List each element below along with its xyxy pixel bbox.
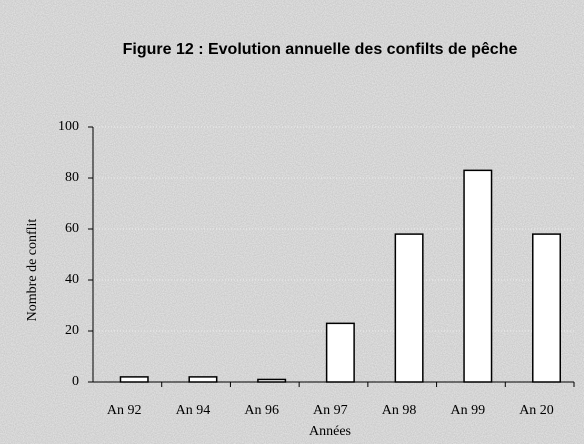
y-axis-label: Nombre de conflit	[25, 219, 40, 322]
x-tick-label: An 97	[313, 403, 348, 418]
x-tick-label: An 20	[519, 403, 554, 418]
bar	[325, 322, 355, 383]
y-tick-label: 60	[65, 221, 79, 236]
x-tick-label: An 99	[450, 403, 485, 418]
y-tick-label: 40	[65, 272, 79, 287]
x-tick-label: An 98	[382, 403, 417, 418]
x-tick-label: An 94	[176, 403, 211, 418]
bar	[119, 376, 149, 383]
bar	[394, 233, 424, 383]
y-tick-label: 80	[65, 170, 79, 185]
y-tick-label: 0	[72, 374, 79, 389]
bar	[532, 233, 562, 383]
y-tick-label: 100	[58, 119, 79, 134]
chart-title: Figure 12 : Evolution annuelle des confi…	[122, 41, 518, 58]
x-tick-label: An 92	[107, 403, 142, 418]
bar	[188, 376, 218, 383]
x-axis-label: Années	[309, 424, 351, 439]
bar	[463, 169, 493, 383]
y-tick-label: 20	[65, 323, 79, 338]
x-tick-label: An 96	[244, 403, 279, 418]
bar	[257, 378, 287, 383]
